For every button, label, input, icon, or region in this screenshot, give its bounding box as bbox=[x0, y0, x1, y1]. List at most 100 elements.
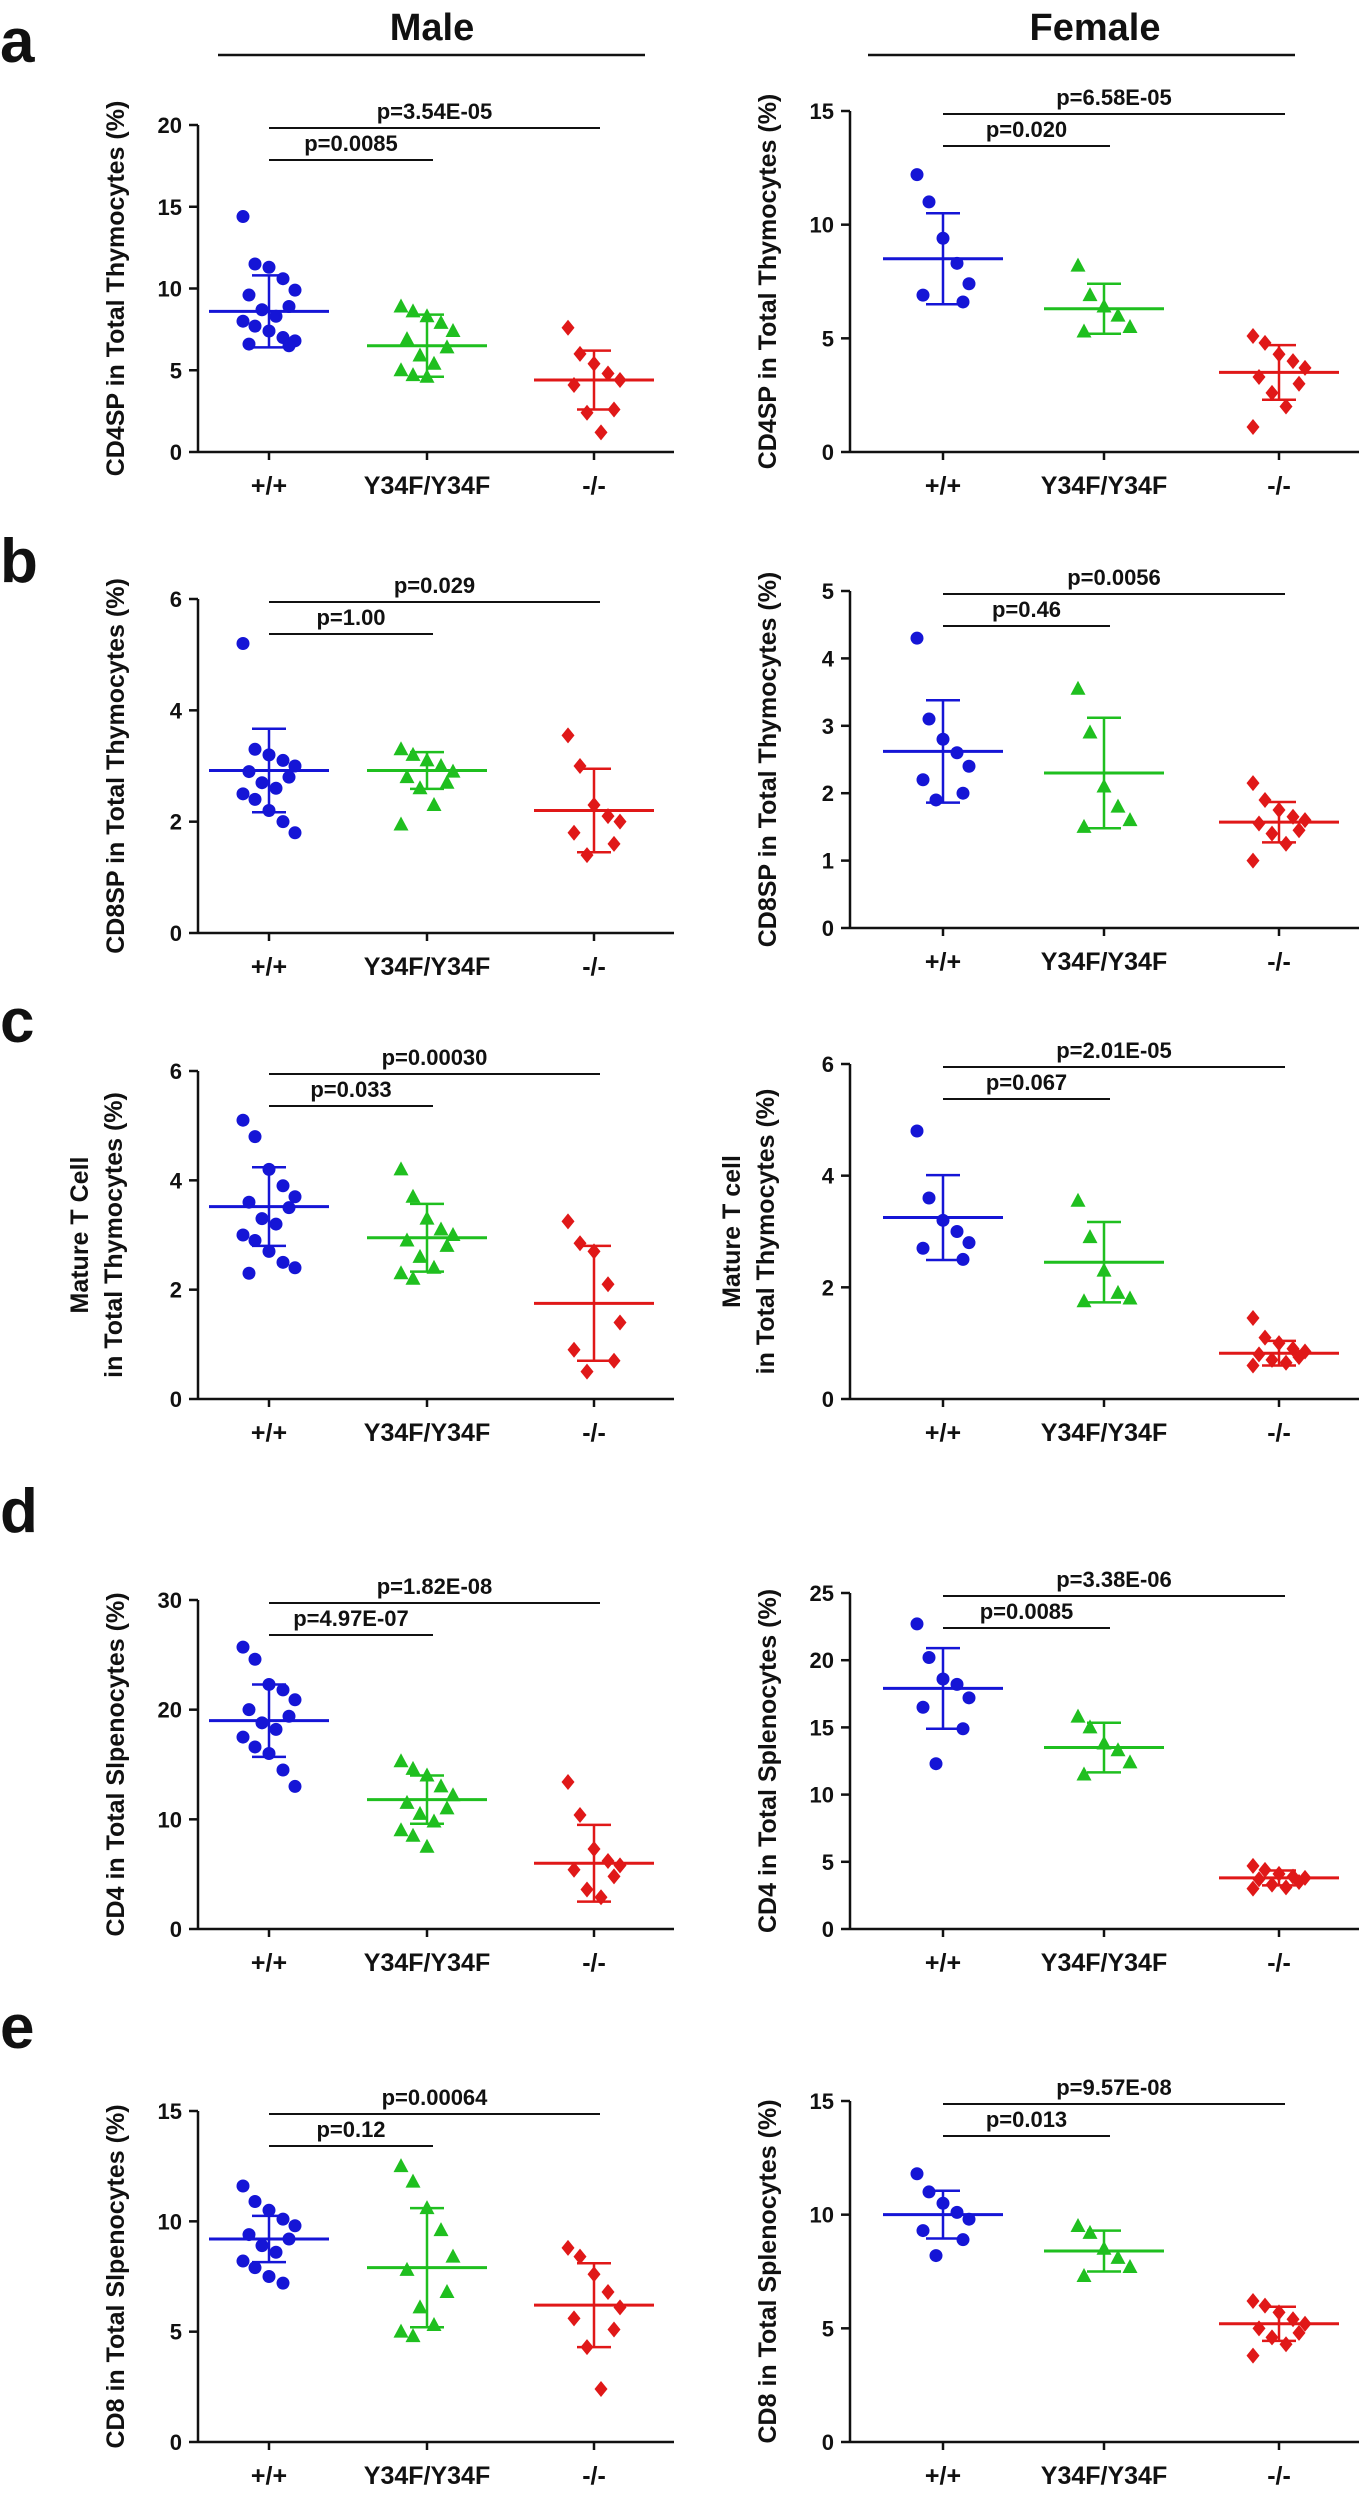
data-point bbox=[1258, 1861, 1272, 1878]
y-tick-label: 15 bbox=[158, 2099, 182, 2124]
data-point bbox=[248, 1652, 262, 1666]
data-point bbox=[1272, 2304, 1286, 2321]
p-value-label: p=1.82E-08 bbox=[377, 1574, 493, 1599]
data-point bbox=[282, 339, 296, 353]
data-point bbox=[1076, 1293, 1092, 1308]
data-point bbox=[419, 2200, 435, 2215]
data-point bbox=[445, 1227, 461, 1241]
p-value-label: p=4.97E-07 bbox=[293, 1606, 409, 1631]
data-point bbox=[236, 1228, 250, 1242]
x-tick-label: Y34F/Y34F bbox=[364, 953, 490, 981]
data-point bbox=[262, 1677, 276, 1691]
data-point bbox=[433, 1778, 449, 1793]
p-value-label: p=3.38E-06 bbox=[1056, 1567, 1172, 1592]
data-point bbox=[242, 337, 256, 351]
data-point bbox=[236, 314, 250, 328]
data-point bbox=[910, 1617, 924, 1631]
data-point bbox=[1298, 2315, 1312, 2332]
data-point bbox=[419, 752, 435, 767]
data-point bbox=[276, 2212, 290, 2226]
data-point bbox=[255, 2239, 269, 2253]
data-point bbox=[1082, 724, 1098, 739]
y-tick-label: 4 bbox=[822, 1164, 835, 1189]
y-tick-label: 4 bbox=[822, 646, 835, 671]
series-1 bbox=[367, 1753, 487, 1853]
series-1 bbox=[367, 2158, 487, 2343]
data-point bbox=[607, 835, 621, 852]
y-axis-label: CD4 in Total Slpenocytes (%) bbox=[102, 1592, 130, 1936]
data-point bbox=[255, 303, 269, 317]
data-point bbox=[561, 319, 575, 336]
data-point bbox=[288, 759, 302, 773]
data-point bbox=[269, 1217, 283, 1231]
data-point bbox=[393, 2323, 409, 2338]
data-point bbox=[248, 2261, 262, 2275]
x-tick-label: -/- bbox=[1267, 1419, 1291, 1447]
data-point bbox=[587, 2266, 601, 2283]
y-tick-label: 20 bbox=[158, 113, 182, 138]
series-0 bbox=[209, 2179, 329, 2290]
data-point bbox=[573, 1806, 587, 1823]
column-header-male: Male bbox=[390, 7, 474, 49]
data-point bbox=[399, 1232, 415, 1247]
data-point bbox=[580, 404, 594, 421]
data-point bbox=[561, 727, 575, 744]
data-point bbox=[248, 257, 262, 271]
series-0 bbox=[209, 1640, 329, 1793]
data-point bbox=[399, 2261, 415, 2276]
y-tick-label: 2 bbox=[170, 810, 182, 835]
data-point bbox=[1279, 835, 1293, 852]
data-point bbox=[1096, 2240, 1112, 2255]
data-point bbox=[1246, 1357, 1260, 1374]
panel-letter-d: d bbox=[0, 1477, 38, 1546]
data-point bbox=[242, 2228, 256, 2242]
data-point bbox=[1252, 368, 1266, 385]
data-point bbox=[950, 1225, 964, 1238]
data-point bbox=[956, 1722, 970, 1736]
series-0 bbox=[883, 2167, 1003, 2263]
data-point bbox=[242, 288, 256, 302]
data-point bbox=[393, 1753, 409, 1768]
x-tick-label: +/+ bbox=[251, 2462, 287, 2490]
data-point bbox=[236, 2254, 250, 2268]
data-point bbox=[262, 748, 276, 762]
data-point bbox=[1246, 418, 1260, 435]
data-point bbox=[601, 1853, 615, 1870]
data-point bbox=[613, 2299, 627, 2316]
x-tick-label: +/+ bbox=[251, 1949, 287, 1977]
data-point bbox=[1110, 798, 1126, 813]
data-point bbox=[1279, 398, 1293, 415]
data-point bbox=[613, 1314, 627, 1331]
data-point bbox=[1265, 384, 1279, 401]
data-point bbox=[1110, 2249, 1126, 2264]
data-point bbox=[916, 2224, 930, 2238]
x-tick-label: -/- bbox=[582, 953, 606, 981]
data-point bbox=[607, 2321, 621, 2338]
data-point bbox=[1122, 812, 1138, 827]
data-point bbox=[426, 355, 442, 370]
y-tick-label: 1 bbox=[822, 849, 834, 874]
data-point bbox=[950, 2205, 964, 2219]
x-tick-label: -/- bbox=[582, 1949, 606, 1977]
y-tick-label: 10 bbox=[158, 2209, 182, 2234]
series-1 bbox=[1044, 1192, 1164, 1308]
data-point bbox=[916, 1241, 930, 1255]
chart-e-male: 0 5 10 15 +/+ Y34F/Y34F -/- CD8 in Total Slpeno… bbox=[102, 2085, 674, 2490]
data-point bbox=[262, 1747, 276, 1761]
series-2 bbox=[1219, 328, 1339, 435]
y-axis-label: Mature T cell bbox=[718, 1155, 746, 1308]
data-point bbox=[288, 826, 302, 840]
data-point bbox=[1265, 1876, 1279, 1893]
data-point bbox=[613, 813, 627, 830]
data-point bbox=[950, 746, 964, 760]
x-tick-label: Y34F/Y34F bbox=[364, 2462, 490, 2490]
data-point bbox=[956, 1252, 970, 1266]
data-point bbox=[393, 1265, 409, 1280]
data-point bbox=[910, 631, 924, 645]
data-point bbox=[439, 2283, 455, 2298]
x-tick-label: -/- bbox=[582, 2462, 606, 2490]
data-point bbox=[1096, 1735, 1112, 1750]
data-point bbox=[276, 1763, 290, 1777]
data-point bbox=[1070, 257, 1086, 272]
series-1 bbox=[1044, 1708, 1164, 1781]
